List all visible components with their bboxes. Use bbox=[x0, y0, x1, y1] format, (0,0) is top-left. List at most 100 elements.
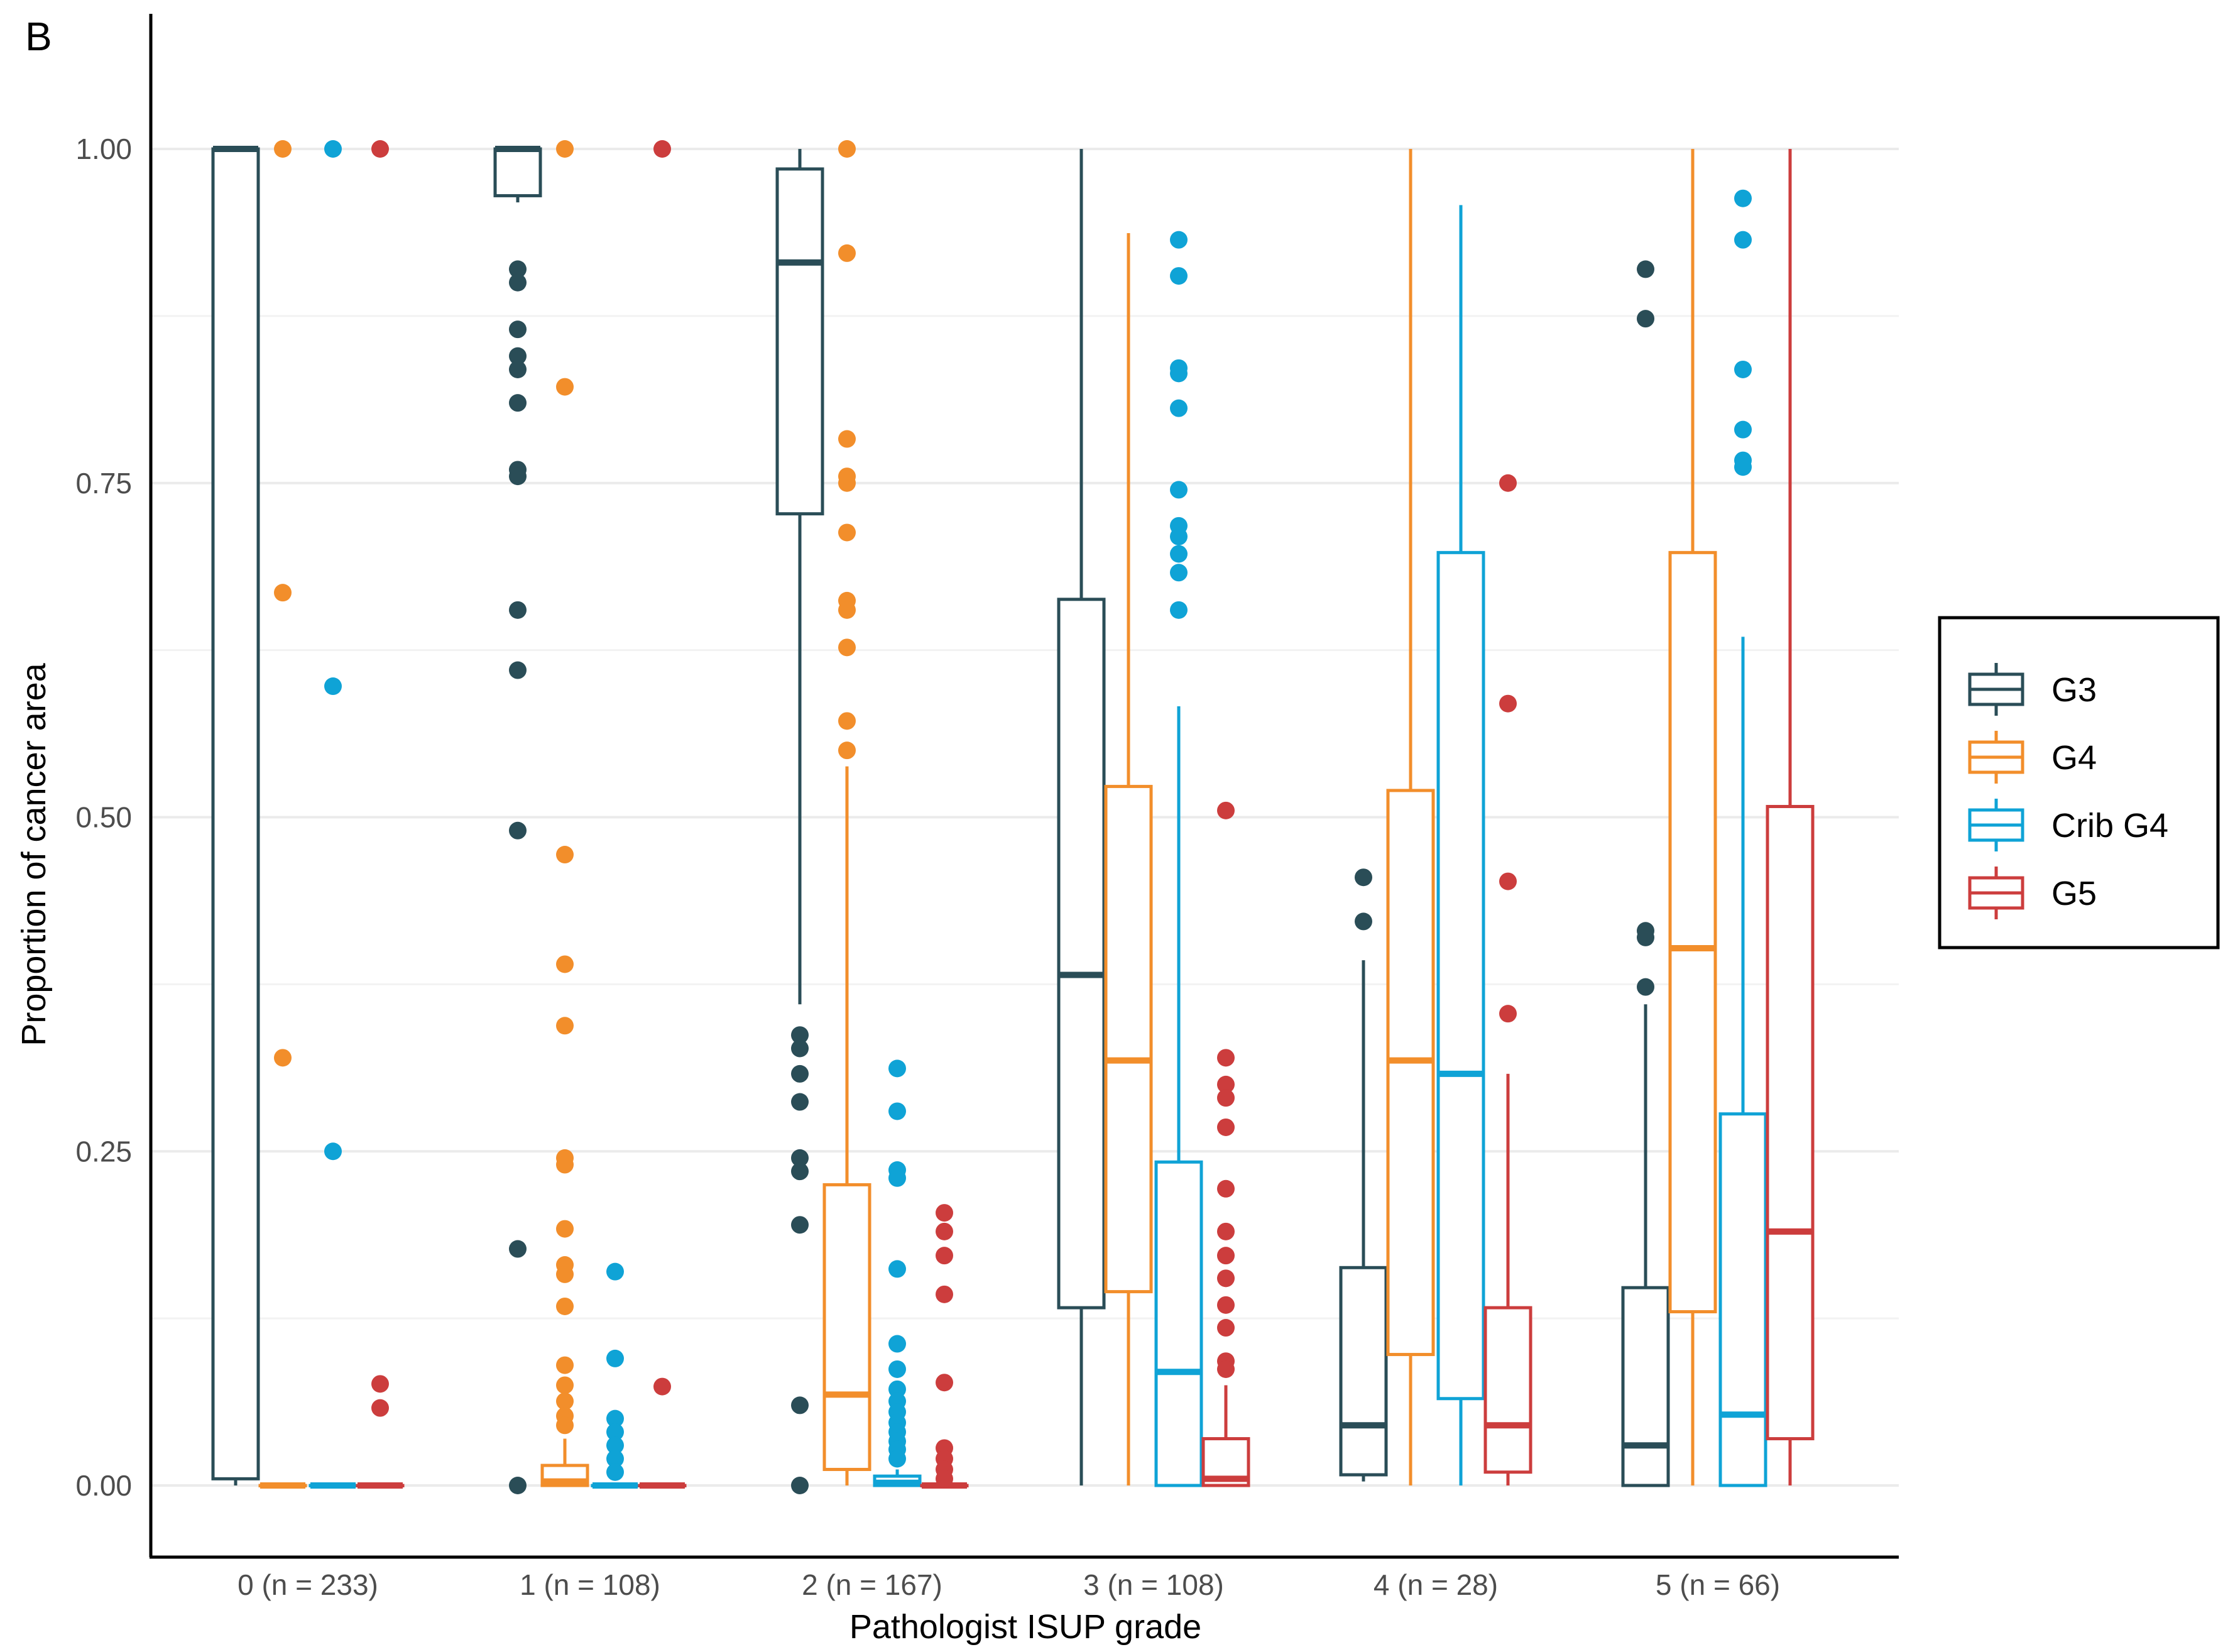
box-g5 bbox=[1766, 149, 1815, 1485]
outlier-point bbox=[1637, 260, 1654, 278]
box-body bbox=[1339, 1266, 1388, 1477]
outlier-point bbox=[509, 1477, 527, 1494]
outlier-point bbox=[371, 140, 389, 158]
outlier-point bbox=[556, 1392, 574, 1410]
box-body bbox=[1483, 1306, 1532, 1474]
y-tick-labels: 0.00 0.25 0.50 0.75 1.00 bbox=[75, 133, 132, 1502]
box-body bbox=[1154, 1160, 1203, 1487]
outlier-point bbox=[936, 1247, 953, 1265]
x-tick-label: 5 (n = 66) bbox=[1656, 1568, 1780, 1601]
outlier-point bbox=[1217, 1179, 1235, 1198]
outlier-point bbox=[606, 1409, 624, 1428]
outlier-point bbox=[838, 741, 856, 760]
outlier-point bbox=[509, 260, 527, 278]
outlier-point bbox=[509, 821, 527, 840]
box-crib-g4 bbox=[591, 1262, 640, 1489]
outlier-point bbox=[653, 140, 671, 158]
box-g5 bbox=[920, 1204, 969, 1489]
y-tick-label: 0.75 bbox=[75, 467, 132, 500]
outlier-point bbox=[791, 1216, 809, 1234]
outlier-point bbox=[509, 320, 527, 339]
outlier-point bbox=[1170, 564, 1188, 582]
box-crib-g4 bbox=[1718, 189, 1767, 1487]
outlier-point bbox=[509, 1240, 527, 1258]
outlier-point bbox=[1217, 1247, 1235, 1265]
outlier-point bbox=[838, 601, 856, 619]
outlier-point bbox=[1170, 231, 1188, 249]
outlier-point bbox=[838, 430, 856, 448]
outlier-point bbox=[888, 1059, 906, 1078]
outlier-point bbox=[791, 1093, 809, 1111]
outlier-point bbox=[838, 244, 856, 262]
box-body bbox=[1057, 598, 1106, 1310]
x-tick-labels: 0 (n = 233) 1 (n = 108) 2 (n = 167) 3 (n = … bbox=[238, 1568, 1780, 1601]
outlier-point bbox=[653, 1377, 671, 1396]
outlier-point bbox=[1217, 1269, 1235, 1288]
outlier-point bbox=[838, 474, 856, 492]
box-g5 bbox=[1201, 801, 1250, 1487]
outlier-point bbox=[888, 1450, 906, 1468]
box-g3 bbox=[1339, 868, 1388, 1482]
outlier-point bbox=[838, 523, 856, 542]
outlier-point bbox=[371, 1375, 389, 1393]
box-g4 bbox=[822, 140, 871, 1485]
box-body bbox=[1104, 785, 1153, 1294]
boxplot-marks bbox=[211, 140, 1815, 1494]
axes bbox=[149, 14, 1899, 1559]
outlier-point bbox=[888, 1260, 906, 1278]
box-body bbox=[822, 1183, 871, 1471]
outlier-point bbox=[1170, 364, 1188, 383]
outlier-point bbox=[1499, 474, 1517, 492]
outlier-point bbox=[509, 661, 527, 679]
outlier-point bbox=[1499, 1005, 1517, 1023]
box-g5 bbox=[1483, 474, 1532, 1485]
outlier-point bbox=[274, 140, 292, 158]
outlier-point bbox=[1217, 1118, 1235, 1136]
outlier-point bbox=[888, 1169, 906, 1187]
outlier-point bbox=[1734, 231, 1752, 249]
outlier-point bbox=[791, 1026, 809, 1044]
outlier-point bbox=[936, 1285, 953, 1303]
outlier-point bbox=[606, 1463, 624, 1481]
panel-label: B bbox=[25, 14, 52, 59]
outlier-point bbox=[1637, 978, 1654, 996]
outlier-point bbox=[1355, 912, 1372, 931]
box-body bbox=[775, 167, 824, 516]
outlier-point bbox=[791, 1039, 809, 1058]
box-g4 bbox=[1668, 149, 1717, 1485]
outlier-point bbox=[838, 140, 856, 158]
y-tick-label: 1.00 bbox=[75, 133, 132, 165]
outlier-point bbox=[888, 1380, 906, 1398]
outlier-point bbox=[556, 140, 574, 158]
x-tick-label: 4 (n = 28) bbox=[1374, 1568, 1498, 1601]
x-tick-label: 0 (n = 233) bbox=[238, 1568, 378, 1601]
outlier-point bbox=[1217, 1296, 1235, 1314]
outlier-point bbox=[509, 601, 527, 619]
outlier-point bbox=[1217, 1222, 1235, 1240]
outlier-point bbox=[791, 1149, 809, 1167]
box-crib-g4 bbox=[1436, 205, 1485, 1485]
y-tick-label: 0.00 bbox=[75, 1469, 132, 1502]
grid-lines bbox=[151, 148, 1899, 1487]
outlier-point bbox=[1170, 481, 1188, 499]
outlier-point bbox=[324, 677, 342, 696]
outlier-point bbox=[1217, 1089, 1235, 1107]
outlier-point bbox=[1499, 694, 1517, 713]
outlier-point bbox=[1734, 458, 1752, 476]
outlier-point bbox=[1170, 399, 1188, 417]
outlier-point bbox=[556, 955, 574, 973]
outlier-point bbox=[371, 1399, 389, 1417]
outlier-point bbox=[1217, 1319, 1235, 1337]
box-crib-g4 bbox=[309, 140, 358, 1489]
y-tick-label: 0.25 bbox=[75, 1135, 132, 1168]
x-axis-title: Pathologist ISUP grade bbox=[849, 1608, 1201, 1646]
outlier-point bbox=[888, 1360, 906, 1378]
box-body bbox=[1386, 789, 1435, 1357]
legend-label: G3 bbox=[2051, 671, 2097, 709]
outlier-point bbox=[1217, 801, 1235, 819]
box-g5 bbox=[356, 140, 405, 1489]
outlier-point bbox=[556, 1297, 574, 1315]
box-crib-g4 bbox=[873, 1059, 922, 1487]
outlier-point bbox=[1734, 189, 1752, 207]
outlier-point bbox=[791, 1162, 809, 1181]
